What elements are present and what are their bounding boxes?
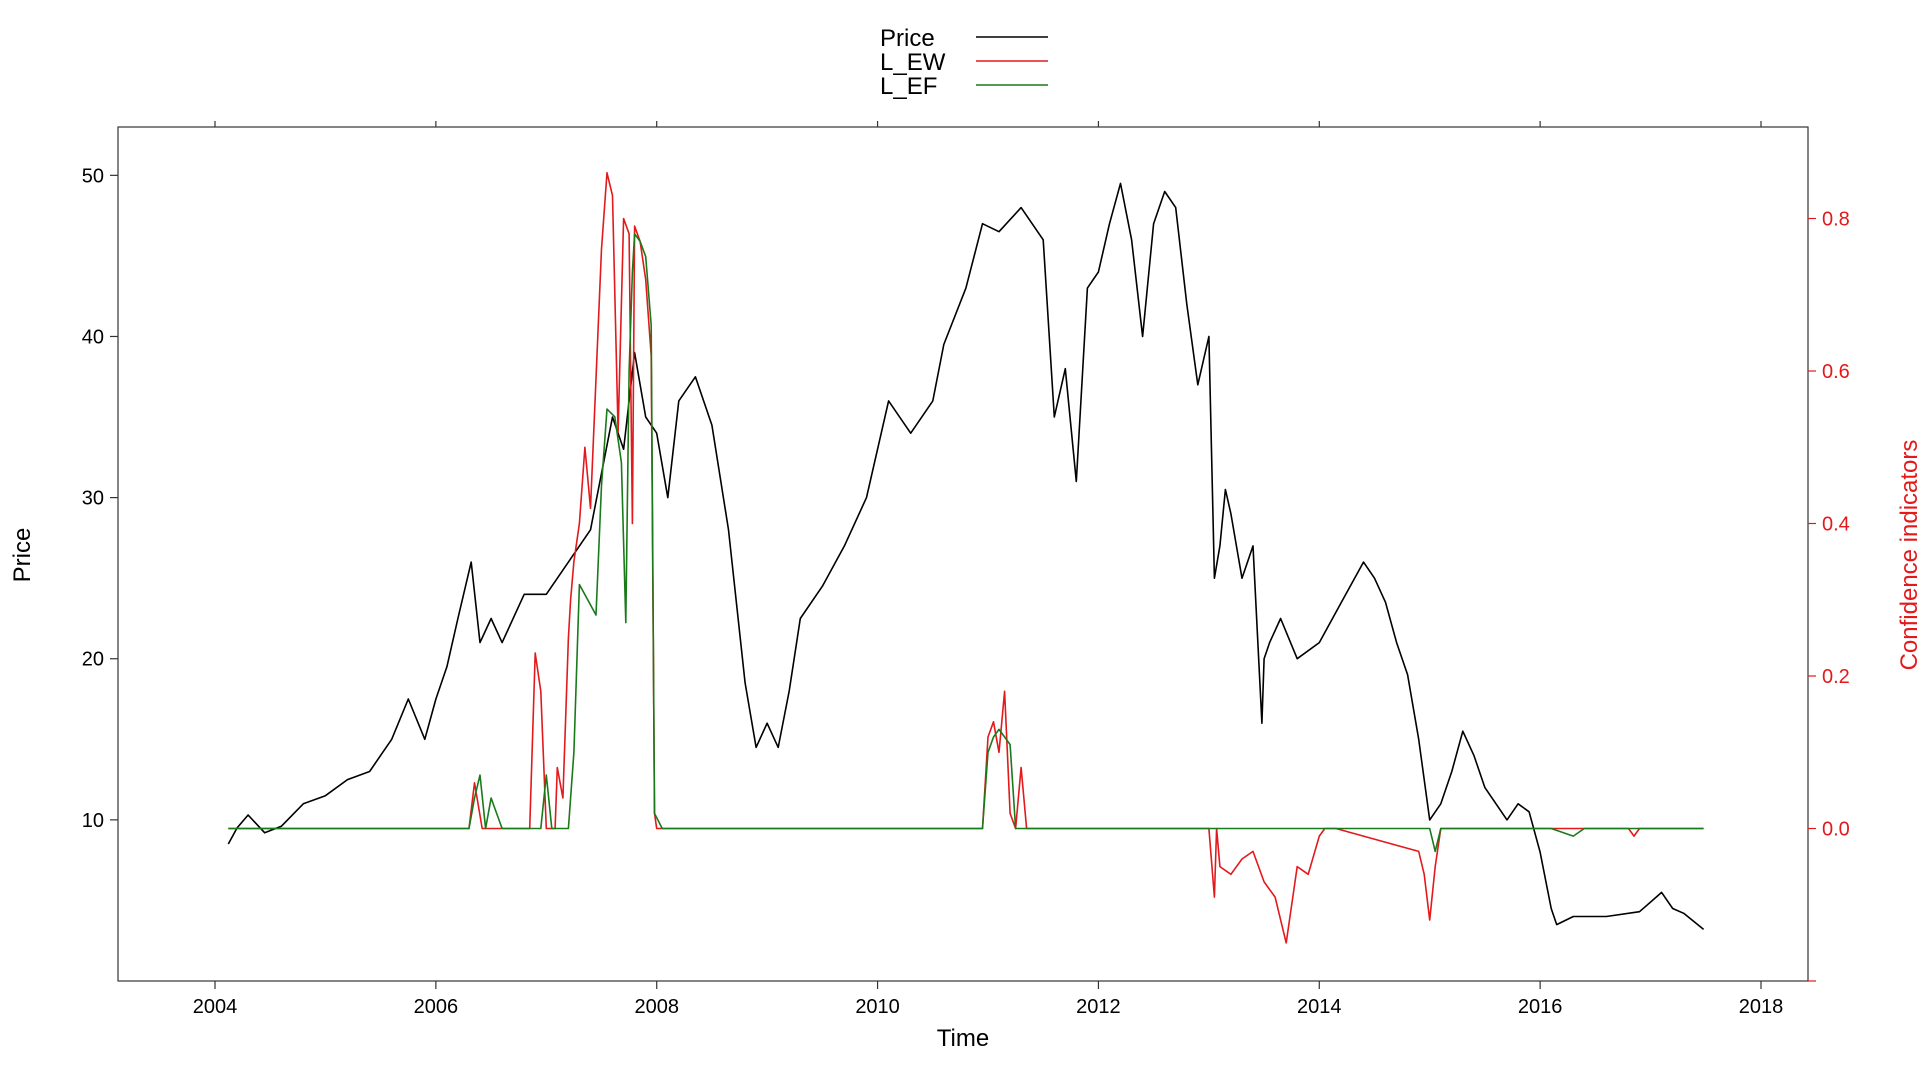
y-tick-label: 30: [82, 488, 104, 510]
x-axis-ticks: 2004 2006 2008 2010 2012 2014 2016 2018: [193, 121, 1784, 1018]
x-tick-label: 2010: [855, 996, 900, 1018]
x-tick-label: 2016: [1518, 996, 1563, 1018]
series-line-price: [227, 182, 1705, 931]
x-axis-title: Time: [937, 1025, 989, 1052]
y-tick-label: 20: [82, 649, 104, 671]
x-tick-label: 2018: [1739, 996, 1784, 1018]
y2-tick-label: 0.6: [1822, 361, 1850, 383]
legend: Price L_EW L_EF: [880, 25, 1048, 100]
legend-label-l-ew: L_EW: [880, 49, 946, 76]
legend-label-l-ef: L_EF: [880, 73, 937, 100]
legend-label-price: Price: [880, 25, 935, 52]
series-layer: [227, 172, 1705, 944]
y-axis-title: Price: [9, 528, 36, 583]
right-axis-ticks: 0.0 0.2 0.4 0.6 0.8: [1808, 209, 1850, 982]
x-tick-label: 2014: [1297, 996, 1342, 1018]
y2-tick-label: 0.2: [1822, 666, 1850, 688]
y2-axis-title: Confidence indicators: [1896, 440, 1920, 671]
x-tick-label: 2006: [414, 996, 459, 1018]
series-line-l-ef: [228, 233, 1704, 853]
y-tick-label: 40: [82, 326, 104, 348]
x-tick-label: 2008: [634, 996, 679, 1018]
left-axis-ticks: 10 20 30 40 50: [82, 165, 118, 832]
y-tick-label: 50: [82, 165, 104, 187]
plot-frame: [117, 126, 1809, 982]
y2-tick-label: 0.0: [1822, 819, 1850, 841]
x-tick-label: 2012: [1076, 996, 1121, 1018]
y2-tick-label: 0.4: [1822, 514, 1850, 536]
y-tick-label: 10: [82, 810, 104, 832]
x-tick-label: 2004: [193, 996, 238, 1018]
y2-tick-label: 0.8: [1822, 209, 1850, 231]
